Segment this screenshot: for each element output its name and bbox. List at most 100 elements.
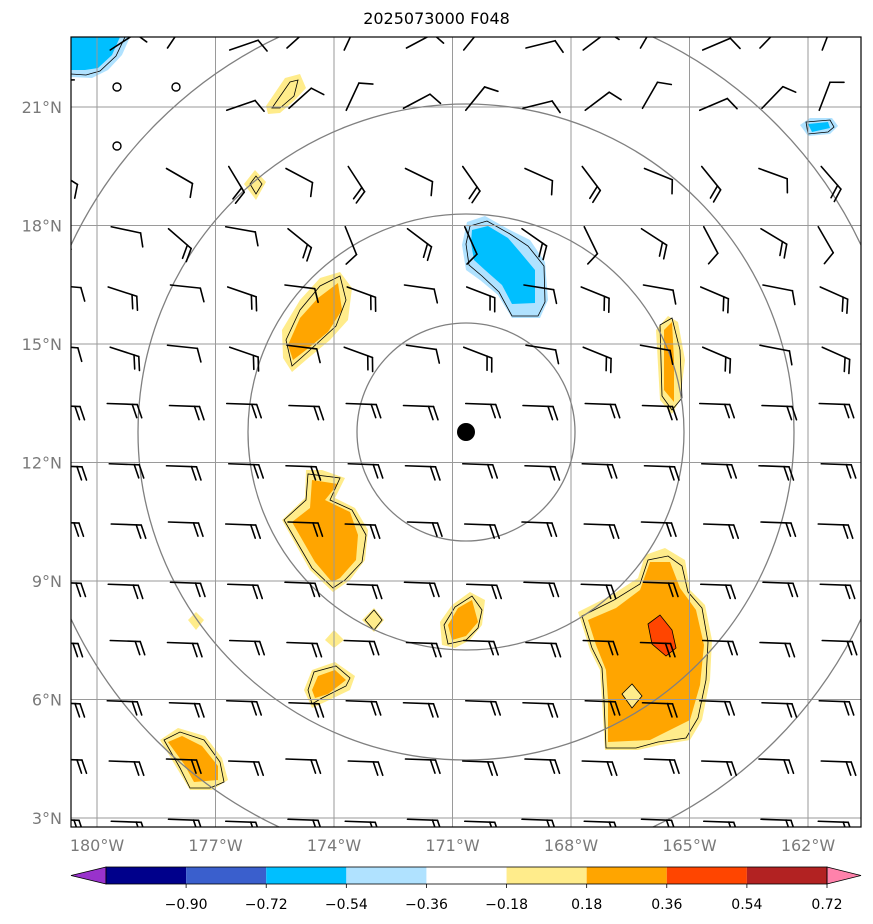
colorbar-outline bbox=[105, 866, 828, 885]
colorbar-segment bbox=[106, 867, 187, 884]
wind-barb bbox=[580, 583, 617, 600]
wind-barb bbox=[700, 165, 722, 203]
wind-barb bbox=[225, 699, 263, 716]
colorbar-segment bbox=[506, 867, 587, 884]
colorbar-tick-label: 0.54 bbox=[731, 897, 762, 913]
wind-barb bbox=[108, 462, 145, 479]
wind-barb bbox=[524, 758, 561, 775]
wind-barb bbox=[346, 286, 377, 313]
wind-barb bbox=[169, 284, 205, 303]
colorbar-segment bbox=[266, 867, 347, 884]
wind-barb bbox=[463, 225, 478, 265]
wind-barb bbox=[821, 346, 851, 375]
wind-barb bbox=[110, 523, 147, 540]
wind-barb bbox=[760, 521, 797, 538]
wind-barb bbox=[582, 346, 612, 374]
wind-barb bbox=[402, 404, 439, 421]
orange-patch-east-14n bbox=[664, 322, 674, 402]
wind-barb bbox=[522, 100, 561, 114]
wind-barb bbox=[224, 523, 262, 540]
wind-barb bbox=[762, 284, 796, 306]
wind-barb bbox=[643, 464, 680, 481]
yellow-patch-b bbox=[244, 170, 266, 200]
range-rings bbox=[71, 37, 861, 827]
lat-tick-label: 15°N bbox=[22, 335, 62, 354]
wind-barb bbox=[110, 820, 144, 827]
wind-barb bbox=[817, 820, 851, 827]
wind-barb bbox=[701, 37, 741, 51]
wind-barb bbox=[284, 581, 321, 598]
wind-barb bbox=[701, 346, 732, 374]
lon-tick-label: 162°W bbox=[781, 836, 836, 855]
blue-patch-ne-core bbox=[808, 122, 830, 132]
wind-barb bbox=[345, 699, 382, 716]
wind-barb bbox=[758, 167, 789, 194]
wind-barb bbox=[820, 760, 857, 777]
wind-barb bbox=[71, 702, 86, 718]
wind-barb bbox=[462, 37, 476, 51]
orange-patch-west-10n bbox=[292, 480, 358, 582]
wind-barb bbox=[522, 701, 559, 718]
wind-barb bbox=[464, 699, 502, 716]
wind-barb bbox=[818, 402, 855, 419]
wind-barb bbox=[641, 404, 678, 421]
wind-barb bbox=[521, 521, 558, 538]
wind-barb bbox=[71, 405, 86, 421]
lon-tick-label: 177°W bbox=[188, 836, 243, 855]
wind-barb bbox=[699, 286, 730, 314]
colorbar-extend-low bbox=[70, 866, 107, 885]
wind-barb bbox=[107, 286, 139, 312]
colorbar bbox=[70, 866, 862, 885]
orange-patch-6n bbox=[312, 670, 346, 698]
wind-barb bbox=[700, 462, 738, 479]
wind-barb bbox=[523, 284, 558, 305]
wind-barb bbox=[165, 758, 202, 775]
wind-barb bbox=[761, 701, 798, 718]
wind-barb bbox=[581, 760, 618, 777]
wind-barb bbox=[402, 701, 439, 718]
lon-tick-label: 165°W bbox=[662, 836, 717, 855]
blue-patch-north-core bbox=[471, 226, 535, 304]
wind-barb bbox=[406, 521, 443, 538]
map-frame bbox=[70, 36, 862, 828]
wind-barb bbox=[405, 344, 441, 364]
wind-barb bbox=[761, 404, 798, 421]
wind-barb bbox=[404, 464, 441, 481]
wind-barb bbox=[639, 344, 674, 366]
wind-barb bbox=[461, 165, 481, 204]
colorbar-labels: −0.90 −0.72 −0.54 −0.36 −0.18 0.18 0.36 0.54 0.7… bbox=[165, 884, 843, 913]
wind-barb bbox=[110, 225, 144, 248]
wind-barb bbox=[464, 402, 502, 419]
wind-barb bbox=[346, 583, 383, 600]
wind-barb bbox=[639, 37, 648, 49]
blue-patch-nw-core bbox=[71, 37, 120, 70]
wind-barb bbox=[405, 37, 445, 49]
wind-barb bbox=[524, 167, 554, 196]
wind-barb bbox=[818, 81, 845, 112]
wind-barb bbox=[581, 165, 602, 204]
wind-barb bbox=[702, 225, 719, 265]
wind-barb bbox=[71, 285, 86, 302]
wind-barb bbox=[343, 37, 352, 51]
colorbar-tick-label: 0.18 bbox=[571, 897, 602, 913]
wind-barb bbox=[642, 581, 679, 598]
wind-barb bbox=[286, 641, 323, 658]
wind-barb bbox=[288, 87, 325, 110]
colorbar-tick-label: −0.18 bbox=[485, 897, 528, 913]
latitude-labels: 21°N 18°N 15°N 12°N 9°N 6°N 3°N bbox=[22, 98, 62, 828]
colorbar-segment bbox=[746, 867, 827, 884]
wind-barb bbox=[639, 641, 676, 658]
wind-barb bbox=[226, 583, 264, 600]
calm-markers bbox=[112, 82, 181, 151]
lat-tick-label: 3°N bbox=[32, 809, 62, 828]
wind-barb bbox=[403, 284, 439, 304]
wind-barb bbox=[643, 167, 674, 195]
wind-barb bbox=[698, 402, 736, 419]
orange-patch-se bbox=[588, 562, 704, 742]
wind-barb bbox=[583, 820, 617, 827]
wind-barb bbox=[404, 167, 434, 197]
wind-barb bbox=[224, 225, 259, 247]
wind-barb bbox=[344, 820, 378, 827]
colorbar-segment bbox=[666, 867, 747, 884]
wind-barb bbox=[699, 583, 737, 600]
